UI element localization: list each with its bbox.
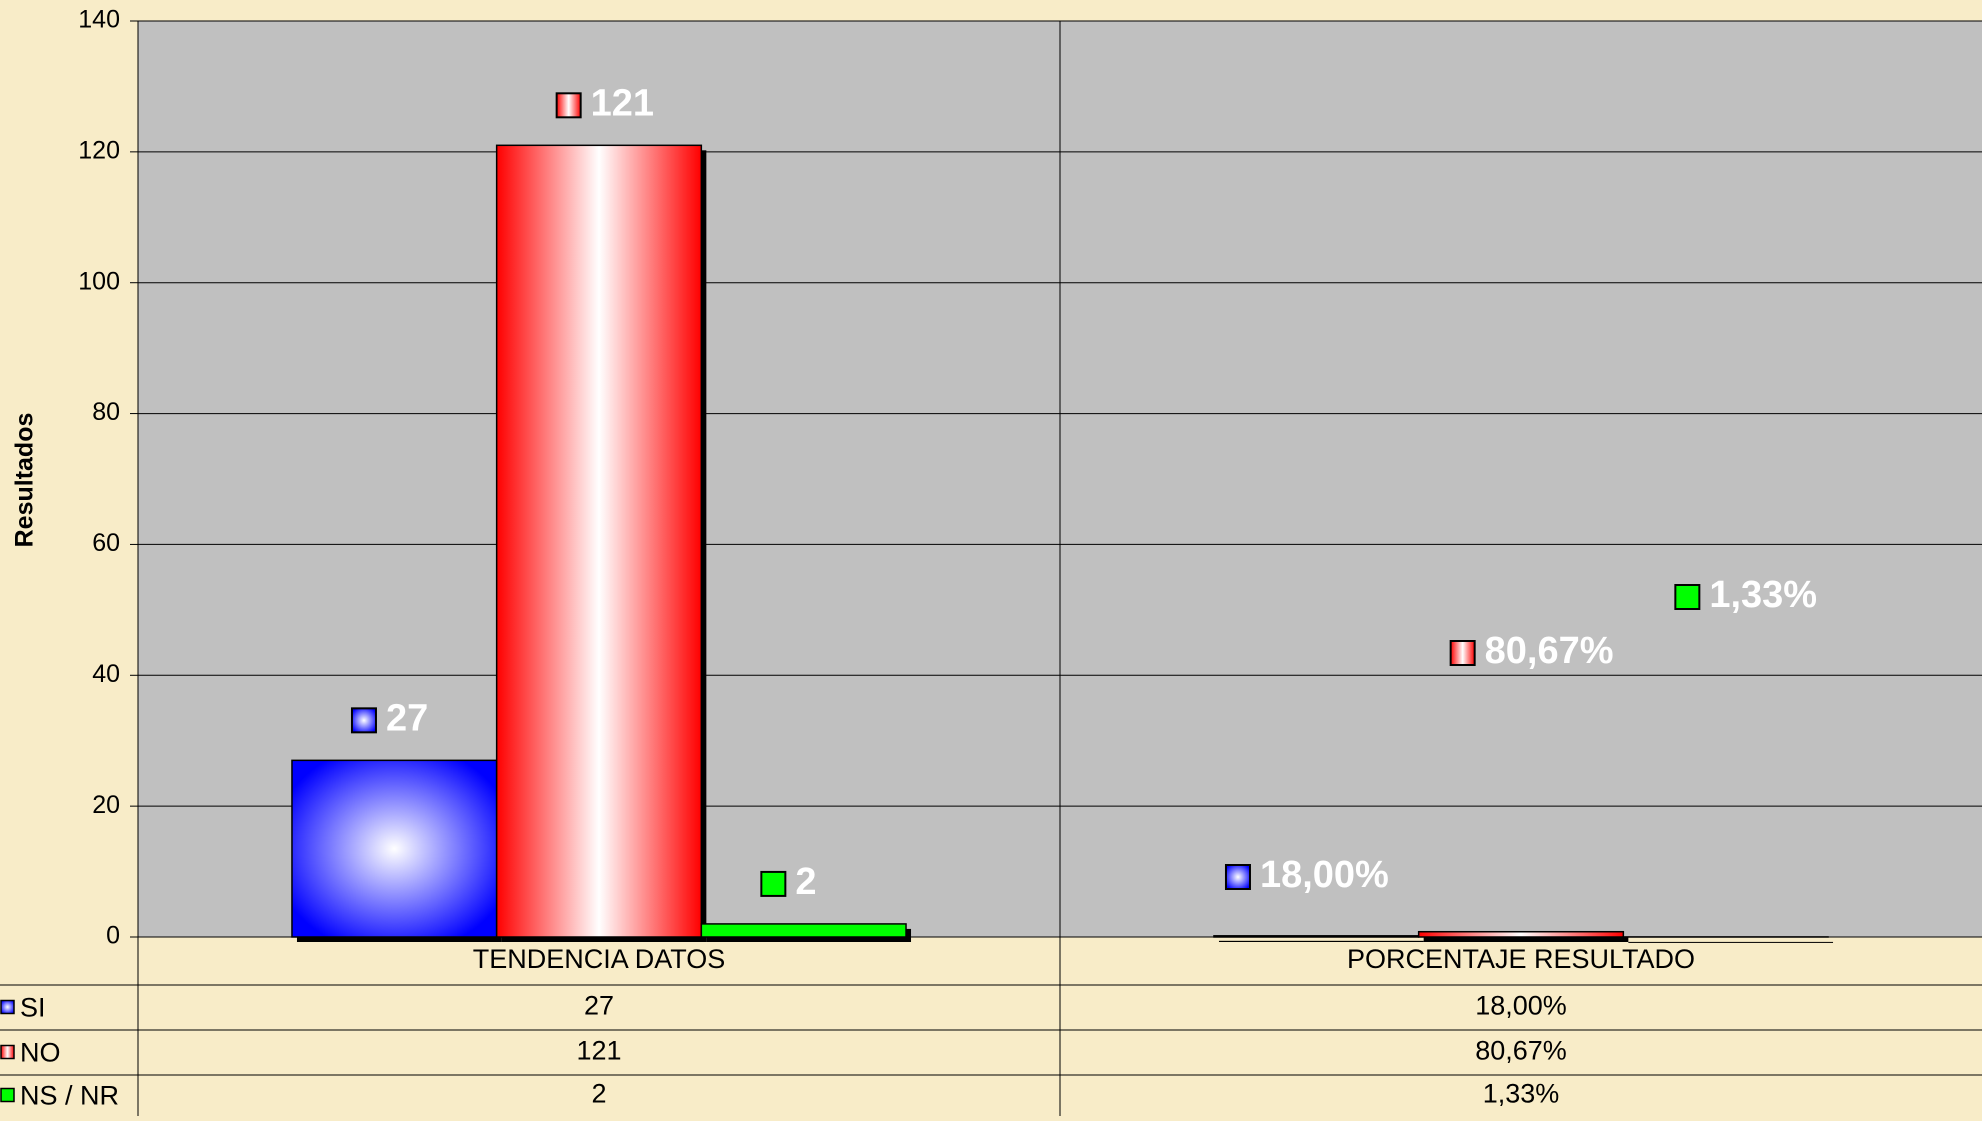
label-key [761,872,785,896]
legend-key [1,1046,14,1059]
table-cell: 27 [584,991,614,1021]
legend-key [1,1001,14,1014]
y-tick-label: 20 [92,791,120,819]
y-tick-label: 40 [92,660,120,688]
label-key [557,93,581,117]
bar [1419,932,1624,937]
data-label: 80,67% [1485,630,1614,672]
bar [292,760,497,937]
data-label: 1,33% [1709,574,1817,616]
label-key [1675,585,1699,609]
y-axis-label: Resultados [11,413,39,548]
y-tick-label: 80 [92,398,120,426]
bar-shadow [1628,942,1833,943]
y-tick-label: 120 [78,136,120,164]
label-key [352,708,376,732]
data-label: 121 [591,82,654,124]
label-key [1451,641,1475,665]
x-tick-label: PORCENTAJE RESULTADO [1347,944,1695,974]
y-tick-label: 140 [78,6,120,34]
bar [1214,936,1419,937]
bar [701,924,906,937]
legend-label: NO [20,1038,61,1068]
table-cell: 121 [576,1036,621,1066]
data-label: 18,00% [1260,854,1389,896]
y-tick-label: 100 [78,267,120,295]
data-label: 27 [386,697,428,739]
data-label: 2 [795,861,816,903]
label-key [1226,865,1250,889]
bar-shadow [1219,941,1424,942]
table-cell: 1,33% [1483,1079,1560,1109]
table-cell: 18,00% [1475,991,1567,1021]
y-tick-label: 0 [106,922,120,950]
y-tick-label: 60 [92,529,120,557]
legend-key [1,1089,14,1102]
bar [497,145,702,937]
legend-label: NS / NR [20,1081,119,1111]
table-cell: 80,67% [1475,1036,1567,1066]
legend-label: SI [20,993,46,1023]
x-tick-label: TENDENCIA DATOS [473,944,726,974]
table-cell: 2 [591,1079,606,1109]
